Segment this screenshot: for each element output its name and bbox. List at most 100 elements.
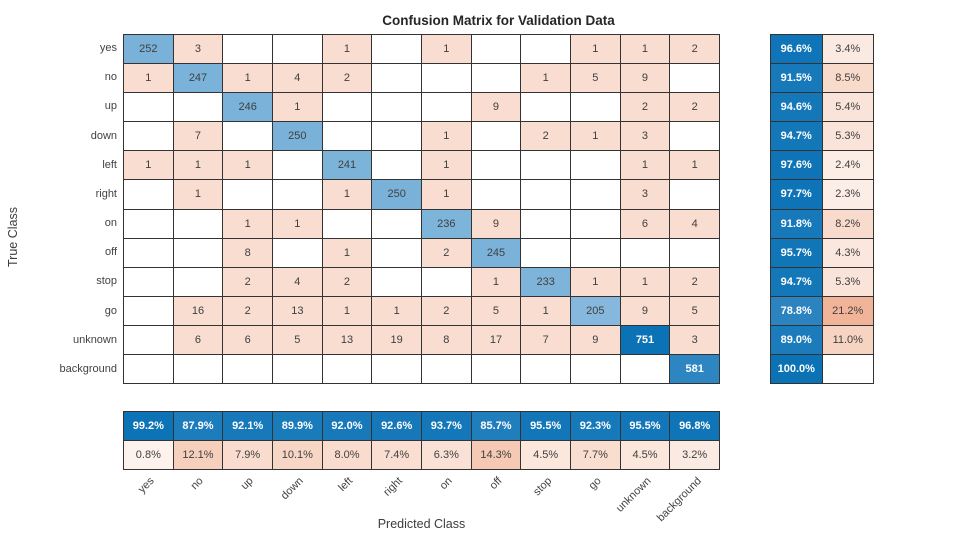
matrix-cell [372, 35, 422, 65]
matrix-cell: 1 [422, 180, 472, 210]
matrix-cell: 246 [223, 93, 273, 123]
col-summary-incorrect-cell: 7.9% [223, 441, 273, 470]
matrix-cell: 2 [422, 296, 472, 326]
matrix-cell: 1 [322, 35, 373, 65]
matrix-cell [372, 122, 422, 152]
y-tick-label: right [95, 187, 117, 200]
y-tick-label: no [104, 71, 117, 84]
matrix-cell: 233 [521, 267, 571, 297]
matrix-cell [521, 93, 571, 123]
matrix-cell: 751 [620, 325, 671, 355]
matrix-cell [521, 180, 571, 210]
row-summary-correct-cell: 96.6% [771, 35, 823, 65]
matrix-cell: 4 [670, 209, 720, 239]
matrix-cell [422, 64, 472, 94]
matrix-cell [372, 267, 422, 297]
matrix-cell: 5 [670, 296, 720, 326]
col-summary-correct-cell: 99.2% [124, 412, 174, 441]
matrix-cell: 1 [273, 209, 323, 239]
matrix-cell: 245 [471, 238, 522, 268]
row-summary-incorrect-cell: 5.3% [822, 122, 874, 152]
row-summary-correct-cell: 89.0% [771, 325, 823, 355]
matrix-cell: 2 [422, 238, 472, 268]
y-tick-label: stop [96, 275, 117, 288]
y-tick-label: unknown [72, 333, 117, 346]
row-summary-incorrect-cell: 5.4% [822, 93, 874, 123]
matrix-cell: 6 [173, 325, 224, 355]
x-tick-label: down [278, 475, 306, 503]
matrix-cell [372, 238, 422, 268]
matrix-grid: 252 3 1 1 1 1 2 1 247 1 4 2 1 5 9 246 1 9 2 2 7 250 1 2 1 3 1 1 1 241… [123, 34, 720, 384]
matrix-cell [670, 180, 720, 210]
col-summary-correct-cell: 85.7% [471, 412, 522, 441]
x-tick-label: left [336, 475, 356, 494]
x-tick-label: go [586, 475, 605, 493]
matrix-cell [521, 238, 571, 268]
y-tick-label: down [90, 129, 117, 142]
matrix-cell: 3 [173, 35, 224, 65]
matrix-cell [670, 238, 720, 268]
matrix-cell [571, 93, 621, 123]
row-summary-incorrect-cell: 21.2% [822, 296, 874, 326]
matrix-cell [422, 354, 472, 384]
x-tick-label: no [188, 475, 207, 493]
y-tick-label: go [104, 304, 117, 317]
y-tick-label: yes [99, 42, 117, 54]
matrix-cell: 247 [173, 64, 224, 94]
col-summary-incorrect-cell: 7.4% [372, 441, 422, 470]
matrix-cell: 250 [372, 180, 422, 210]
x-tick-label: off [487, 475, 505, 492]
matrix-cell: 1 [422, 35, 472, 65]
x-tick-label: unknown [614, 475, 654, 515]
matrix-cell: 9 [471, 209, 522, 239]
matrix-cell: 2 [322, 267, 373, 297]
matrix-cell: 7 [521, 325, 571, 355]
matrix-cell [521, 151, 571, 181]
matrix-cell: 1 [620, 267, 671, 297]
matrix-cell: 2 [670, 267, 720, 297]
x-tick-label: yes [135, 475, 157, 496]
y-tick-label: up [104, 100, 117, 113]
matrix-cell: 19 [372, 325, 422, 355]
matrix-cell: 9 [620, 64, 671, 94]
matrix-cell: 1 [322, 296, 373, 326]
row-summary-panel: 96.6% 3.4% 91.5% 8.5% 94.6% 5.4% 94.7% 5.3% 97.6… [770, 34, 874, 384]
matrix-cell [471, 180, 522, 210]
matrix-cell: 1 [471, 267, 522, 297]
matrix-cell [124, 325, 174, 355]
row-summary-incorrect-cell: 5.3% [822, 267, 874, 297]
matrix-cell: 1 [521, 296, 571, 326]
matrix-cell [471, 122, 522, 152]
matrix-cell: 9 [571, 325, 621, 355]
matrix-cell [372, 354, 422, 384]
matrix-cell: 1 [372, 296, 422, 326]
matrix-cell: 2 [223, 267, 273, 297]
row-summary-correct-cell: 95.7% [771, 238, 823, 268]
col-summary-correct-cell: 92.6% [372, 412, 422, 441]
matrix-cell: 250 [273, 122, 323, 152]
matrix-cell [372, 93, 422, 123]
matrix-cell [173, 93, 224, 123]
col-summary-incorrect-cell: 7.7% [571, 441, 621, 470]
row-summary-correct-cell: 94.7% [771, 267, 823, 297]
matrix-cell: 2 [322, 64, 373, 94]
matrix-cell [322, 93, 373, 123]
matrix-cell [124, 296, 174, 326]
matrix-cell [422, 93, 472, 123]
matrix-cell: 17 [471, 325, 522, 355]
matrix-cell [173, 354, 224, 384]
matrix-cell: 581 [670, 354, 720, 384]
matrix-cell: 1 [124, 64, 174, 94]
y-tick-label: on [104, 217, 117, 229]
matrix-cell [521, 35, 571, 65]
matrix-cell [322, 209, 373, 239]
matrix-cell [471, 354, 522, 384]
row-summary-correct-cell: 94.7% [771, 122, 823, 152]
matrix-cell: 1 [620, 35, 671, 65]
col-summary-incorrect-cell: 4.5% [620, 441, 671, 470]
matrix-cell [124, 93, 174, 123]
matrix-cell: 1 [521, 64, 571, 94]
matrix-cell [124, 209, 174, 239]
matrix-cell: 2 [223, 296, 273, 326]
matrix-cell: 1 [173, 180, 224, 210]
